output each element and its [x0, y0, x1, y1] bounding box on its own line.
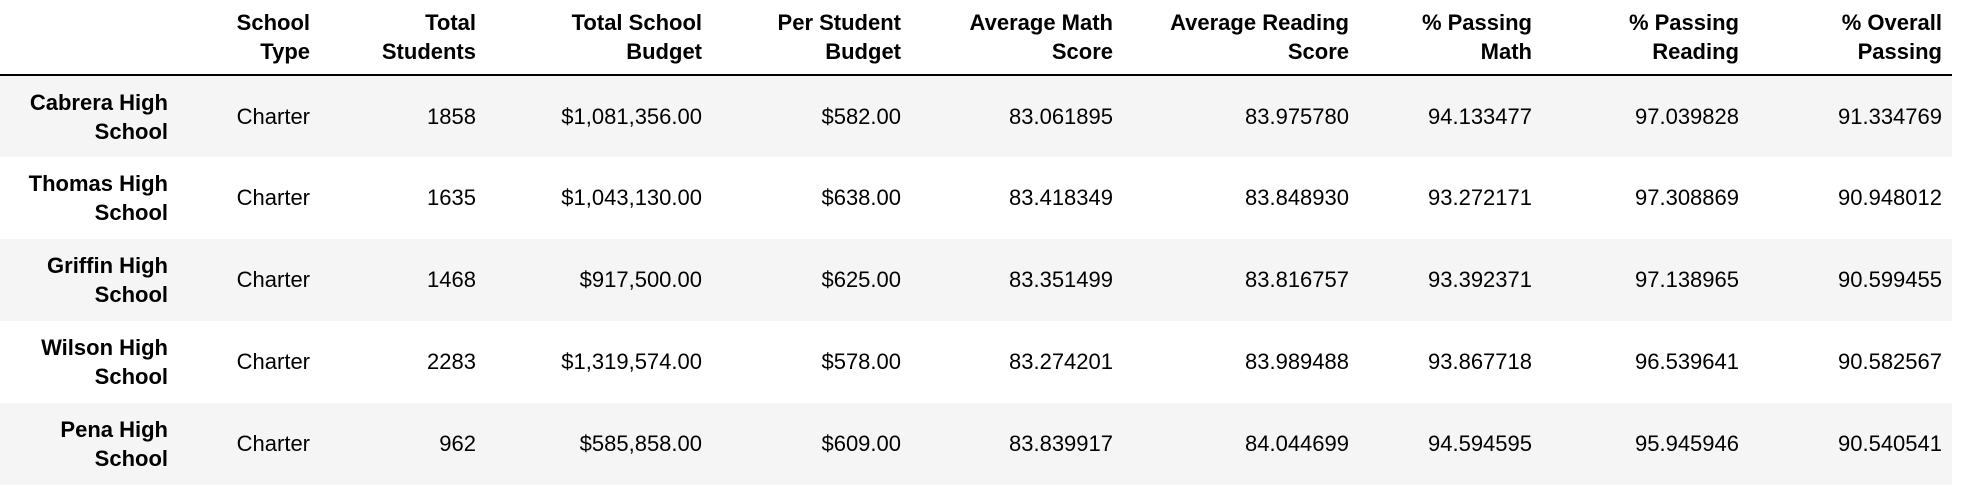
table-cell: 93.272171 [1428, 185, 1532, 210]
header-line: Per Student [777, 10, 901, 35]
column-header: School Type [178, 0, 320, 76]
table-cell: Charter [236, 185, 310, 210]
row-header: Thomas High School [0, 157, 178, 239]
table-cell: 94.133477 [1428, 103, 1532, 129]
header-line: Average Reading [1170, 10, 1349, 35]
header-line: Budget [626, 39, 702, 64]
table-cell: 1468 [427, 267, 476, 292]
header-line: Total [425, 10, 476, 35]
table-cell: 83.274201 [1009, 349, 1113, 374]
table-row: Pena High School Charter 962 $585,858.00 $60… [0, 403, 1952, 485]
header-line: Students [381, 39, 476, 64]
header-line: Type [260, 39, 310, 64]
column-header: Average Reading Score [1123, 0, 1359, 76]
table-cell: 83.418349 [1009, 185, 1113, 210]
row-header: Wilson High School [0, 321, 178, 403]
table-cell: Charter [236, 349, 310, 374]
table-cell: $917,500.00 [579, 267, 702, 292]
header-line: Average Math [969, 10, 1113, 35]
table-cell: 962 [439, 431, 476, 456]
header-line: Score [1287, 39, 1349, 64]
table-cell: 83.989488 [1245, 349, 1349, 374]
column-header: Total Students [320, 0, 486, 76]
table-cell: 83.975780 [1245, 103, 1349, 129]
table-cell: 97.138965 [1635, 267, 1739, 292]
table-cell: 90.540541 [1838, 431, 1942, 456]
header-line: Math [1480, 39, 1532, 64]
school-name: Griffin High School [47, 253, 168, 307]
header-line: Budget [825, 39, 901, 64]
table-cell: 91.334769 [1838, 103, 1942, 129]
table-cell: $585,858.00 [579, 431, 702, 456]
column-header: % Passing Math [1359, 0, 1542, 76]
table-cell: 2283 [427, 349, 476, 374]
table-cell: 83.848930 [1245, 185, 1349, 210]
table-cell: 95.945946 [1635, 431, 1739, 456]
school-name: Cabrera High School [29, 89, 168, 144]
row-header: Cabrera High School [0, 75, 178, 157]
school-name: Pena High School [60, 417, 168, 471]
column-header: % Passing Reading [1542, 0, 1749, 76]
table-cell: 90.599455 [1838, 267, 1942, 292]
table-cell: 83.351499 [1009, 267, 1113, 292]
table-body: Cabrera High School Charter 1858 $1,081,356… [0, 75, 1952, 485]
header-row: School Type Total Students Total School Budge… [0, 0, 1952, 76]
table-cell: 97.308869 [1635, 185, 1739, 210]
row-header: Griffin High School [0, 239, 178, 321]
table-cell: 83.816757 [1245, 267, 1349, 292]
table-cell: $582.00 [821, 103, 901, 129]
table-cell: 90.948012 [1838, 185, 1942, 210]
header-line: Score [1051, 39, 1113, 64]
table-cell: $578.00 [821, 349, 901, 374]
table-cell: $609.00 [821, 431, 901, 456]
table-cell: $1,081,356.00 [561, 103, 702, 129]
header-line: % Overall [1841, 10, 1942, 35]
table-cell: 83.839917 [1009, 431, 1113, 456]
table-cell: 1635 [427, 185, 476, 210]
table-cell: 83.061895 [1009, 103, 1113, 129]
table-cell: 97.039828 [1635, 103, 1739, 129]
table-header: School Type Total Students Total School Budge… [0, 0, 1952, 76]
index-header [0, 0, 178, 76]
table-cell: 90.582567 [1838, 349, 1942, 374]
table-cell: $1,319,574.00 [561, 349, 702, 374]
table-cell: 94.594595 [1428, 431, 1532, 456]
table-cell: $625.00 [821, 267, 901, 292]
table-row: Wilson High School Charter 2283 $1,319,574.… [0, 321, 1952, 403]
table-cell: 93.867718 [1428, 349, 1532, 374]
table-row: Thomas High School Charter 1635 $1,043,130.… [0, 157, 1952, 239]
header-line: Reading [1652, 39, 1739, 64]
header-line: % Passing [1421, 10, 1532, 35]
column-header: Per Student Budget [712, 0, 911, 76]
table-cell: 93.392371 [1428, 267, 1532, 292]
header-line: School [236, 10, 310, 35]
table-cell: 1858 [427, 103, 476, 129]
column-header: Total School Budget [486, 0, 712, 76]
table-row: Cabrera High School Charter 1858 $1,081,356… [0, 75, 1952, 157]
table-cell: Charter [236, 267, 310, 292]
table-cell: 96.539641 [1635, 349, 1739, 374]
table-cell: Charter [236, 103, 310, 129]
column-header: % Overall Passing [1749, 0, 1952, 76]
row-header: Pena High School [0, 403, 178, 485]
school-name: Wilson High School [41, 335, 168, 389]
header-line: Total School [571, 10, 702, 35]
header-line: % Passing [1628, 10, 1739, 35]
school-name: Thomas High School [28, 171, 168, 225]
column-header: Average Math Score [911, 0, 1123, 76]
table-cell: $1,043,130.00 [561, 185, 702, 210]
table-cell: 84.044699 [1245, 431, 1349, 456]
table-row: Griffin High School Charter 1468 $917,500.0… [0, 239, 1952, 321]
table-cell: $638.00 [821, 185, 901, 210]
header-line: Passing [1857, 39, 1942, 64]
table-cell: Charter [236, 431, 310, 456]
